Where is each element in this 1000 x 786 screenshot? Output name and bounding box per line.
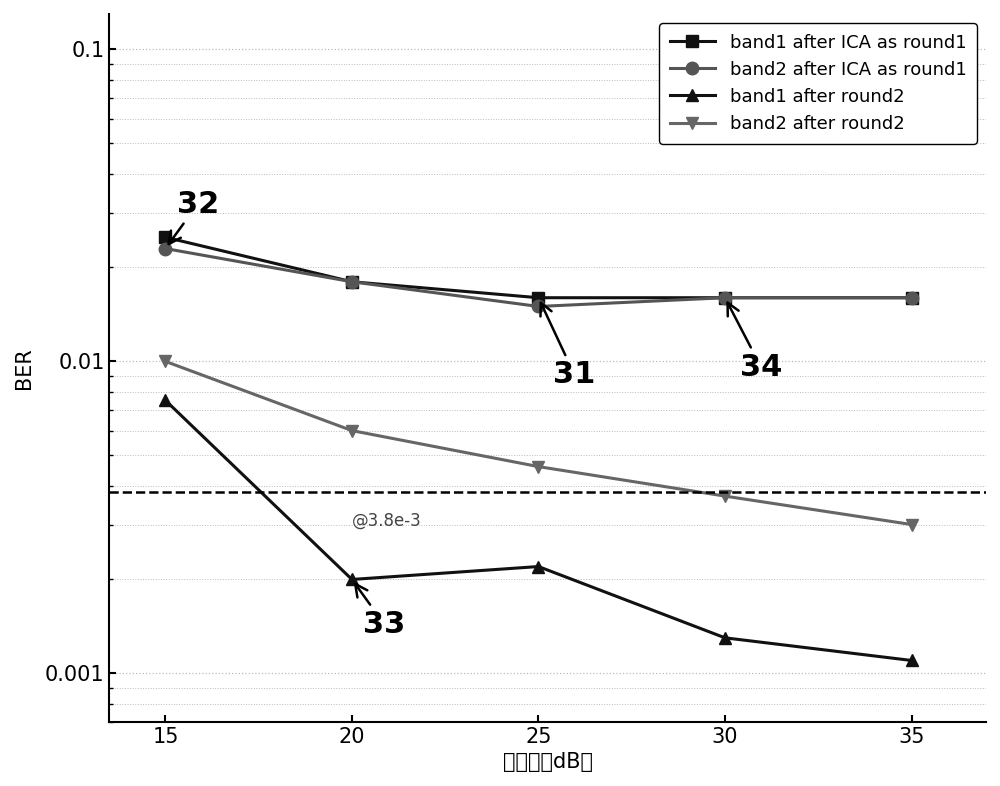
Text: 32: 32 <box>169 189 219 244</box>
band1 after round2 <box>159 395 171 405</box>
Line: band2 after round2: band2 after round2 <box>159 355 918 531</box>
Text: 34: 34 <box>728 303 782 382</box>
band1 after round2 <box>906 656 918 665</box>
band1 after round2 <box>346 575 358 584</box>
band2 after round2 <box>906 520 918 529</box>
Text: 33: 33 <box>355 584 405 639</box>
band1 after ICA as round1 <box>532 293 544 303</box>
band1 after round2 <box>532 562 544 571</box>
band2 after ICA as round1 <box>159 244 171 253</box>
Text: @3.8e-3: @3.8e-3 <box>352 512 422 531</box>
band2 after ICA as round1 <box>532 302 544 311</box>
band2 after round2 <box>346 426 358 435</box>
band1 after ICA as round1 <box>906 293 918 303</box>
band2 after ICA as round1 <box>719 293 731 303</box>
Line: band1 after ICA as round1: band1 after ICA as round1 <box>160 232 917 303</box>
band2 after round2 <box>532 462 544 472</box>
Line: band2 after ICA as round1: band2 after ICA as round1 <box>159 242 918 313</box>
band2 after round2 <box>159 357 171 366</box>
band1 after round2 <box>719 633 731 642</box>
band2 after ICA as round1 <box>906 293 918 303</box>
band2 after ICA as round1 <box>346 277 358 286</box>
band1 after ICA as round1 <box>719 293 731 303</box>
band2 after round2 <box>719 491 731 501</box>
Text: 31: 31 <box>540 303 596 389</box>
Line: band1 after round2: band1 after round2 <box>159 394 918 667</box>
Legend: band1 after ICA as round1, band2 after ICA as round1, band1 after round2, band2 : band1 after ICA as round1, band2 after I… <box>659 23 977 144</box>
X-axis label: 信噪比（dB）: 信噪比（dB） <box>503 752 593 772</box>
Y-axis label: BER: BER <box>14 347 34 388</box>
band1 after ICA as round1 <box>346 277 358 286</box>
band1 after ICA as round1 <box>159 233 171 242</box>
